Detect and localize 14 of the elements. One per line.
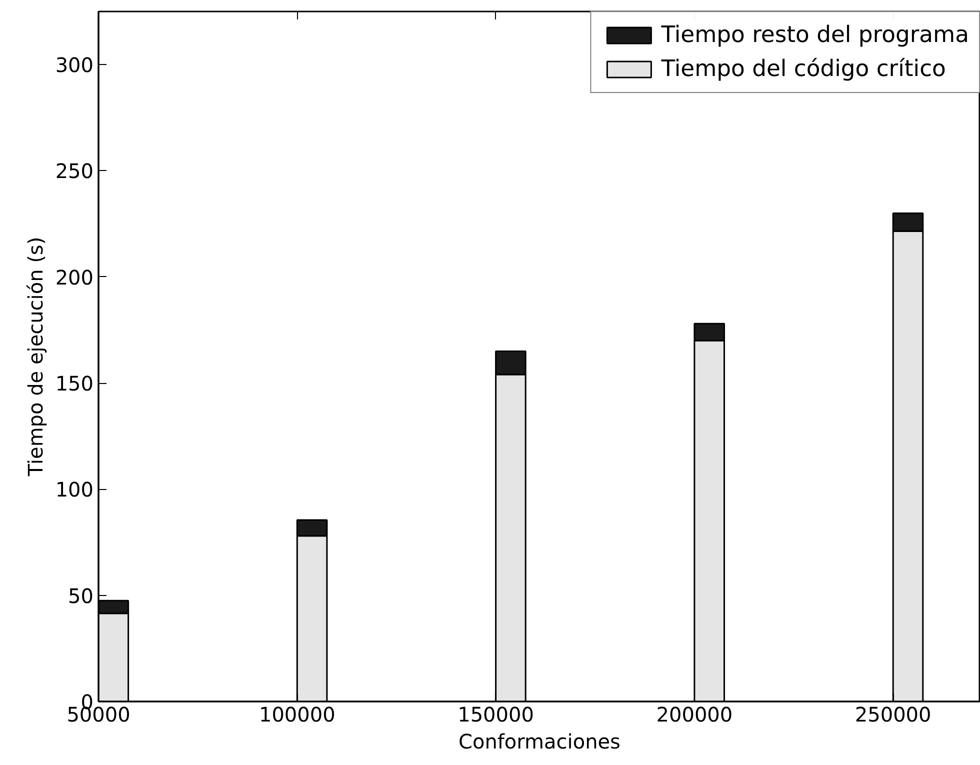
y-tick-label: 100 [55,478,94,502]
y-tick-label: 50 [68,584,94,608]
y-tick-label: 300 [55,53,94,78]
y-tick-label: 250 [55,159,94,184]
legend-label: Tiempo del código crítico [661,56,946,82]
x-tick-label: 200000 [656,702,733,726]
y-tick-label: 200 [55,265,94,290]
legend-label: Tiempo resto del programa [661,22,969,48]
x-tick-label: 100000 [258,702,336,726]
y-axis-title: Tiempo de ejecución (s) [23,236,48,478]
x-axis-title: Conformaciones [458,730,620,754]
x-tick-label: 150000 [458,702,534,726]
y-tick-label: 150 [55,372,94,396]
x-tick-label: 250000 [854,702,932,726]
